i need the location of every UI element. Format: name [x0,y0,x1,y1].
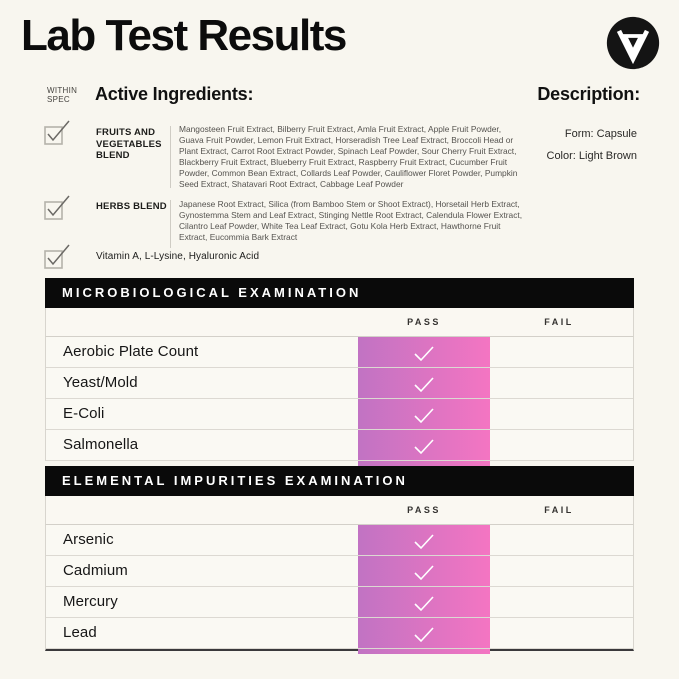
exam-table: MICROBIOLOGICAL EXAMINATION PASS FAIL Ae… [45,278,634,466]
fail-column-header: FAIL [544,505,574,515]
results-tables: MICROBIOLOGICAL EXAMINATION PASS FAIL Ae… [45,278,634,654]
table-row: Aerobic Plate Count [46,337,633,368]
pass-column-header: PASS [407,505,441,515]
table-row: Arsenic [46,525,633,556]
table-row: E-Coli [46,399,633,430]
table-row: Lead [46,618,633,649]
table-rows: Arsenic Cadmium Mercury Lead [45,525,634,654]
test-name: Yeast/Mold [63,374,138,391]
pass-check-icon [358,618,490,649]
checked-checkbox-icon [44,243,74,269]
description-heading: Description: [537,84,640,104]
table-rows: Aerobic Plate Count Yeast/Mold E-Coli Sa… [45,337,634,466]
pass-column-header: PASS [407,317,441,327]
table-row: Salmonella [46,430,633,461]
active-ingredients-heading: Active Ingredients: [95,84,254,104]
pass-check-icon [358,525,490,556]
table-title: MICROBIOLOGICAL EXAMINATION [62,285,362,300]
fail-column-header: FAIL [544,317,574,327]
extra-ingredients: Vitamin A, L-Lysine, Hyaluronic Acid [96,251,260,262]
brand-logo-icon [605,15,661,71]
pass-check-icon [358,587,490,618]
pass-column-highlight [358,337,490,466]
pass-check-icon [358,556,490,587]
table-row: Yeast/Mold [46,368,633,399]
table-row: Cadmium [46,556,633,587]
pass-check-icon [358,337,490,368]
table-banner: ELEMENTAL IMPURITIES EXAMINATION [45,466,634,496]
test-name: Cadmium [63,562,128,579]
checked-checkbox-icon [44,119,74,145]
test-name: Arsenic [63,531,114,548]
pass-column-highlight [358,525,490,654]
vertical-divider [170,200,171,248]
table-column-header: PASS FAIL [45,308,634,337]
test-name: E-Coli [63,405,105,422]
pass-check-icon [358,368,490,399]
test-name: Mercury [63,593,118,610]
pass-check-icon [358,399,490,430]
blend-label-herbs: HERBS BLEND [96,201,167,212]
description-form: Form: Capsule [564,128,637,140]
herbs-ingredients: Japanese Root Extract, Silica (from Bamb… [179,199,523,242]
checked-checkbox-icon [44,194,74,220]
pass-check-icon [358,430,490,461]
table-row: Mercury [46,587,633,618]
vertical-divider [170,126,171,188]
fruits-vegetables-ingredients: Mangosteen Fruit Extract, Bilberry Fruit… [179,124,518,189]
within-spec-label: WITHIN SPEC [47,86,78,104]
test-name: Lead [63,624,97,641]
page-title: Lab Test Results [21,11,347,60]
table-banner: MICROBIOLOGICAL EXAMINATION [45,278,634,308]
description-color: Color: Light Brown [546,149,638,162]
test-name: Salmonella [63,436,139,453]
blend-label-fruits-vegetables: FRUITS AND VEGETABLES BLEND [96,127,162,161]
test-name: Aerobic Plate Count [63,343,199,360]
table-title: ELEMENTAL IMPURITIES EXAMINATION [62,473,408,488]
description-values: Form: Capsule Color: Light Brown [547,124,638,167]
table-column-header: PASS FAIL [45,496,634,525]
exam-table: ELEMENTAL IMPURITIES EXAMINATION PASS FA… [45,466,634,654]
